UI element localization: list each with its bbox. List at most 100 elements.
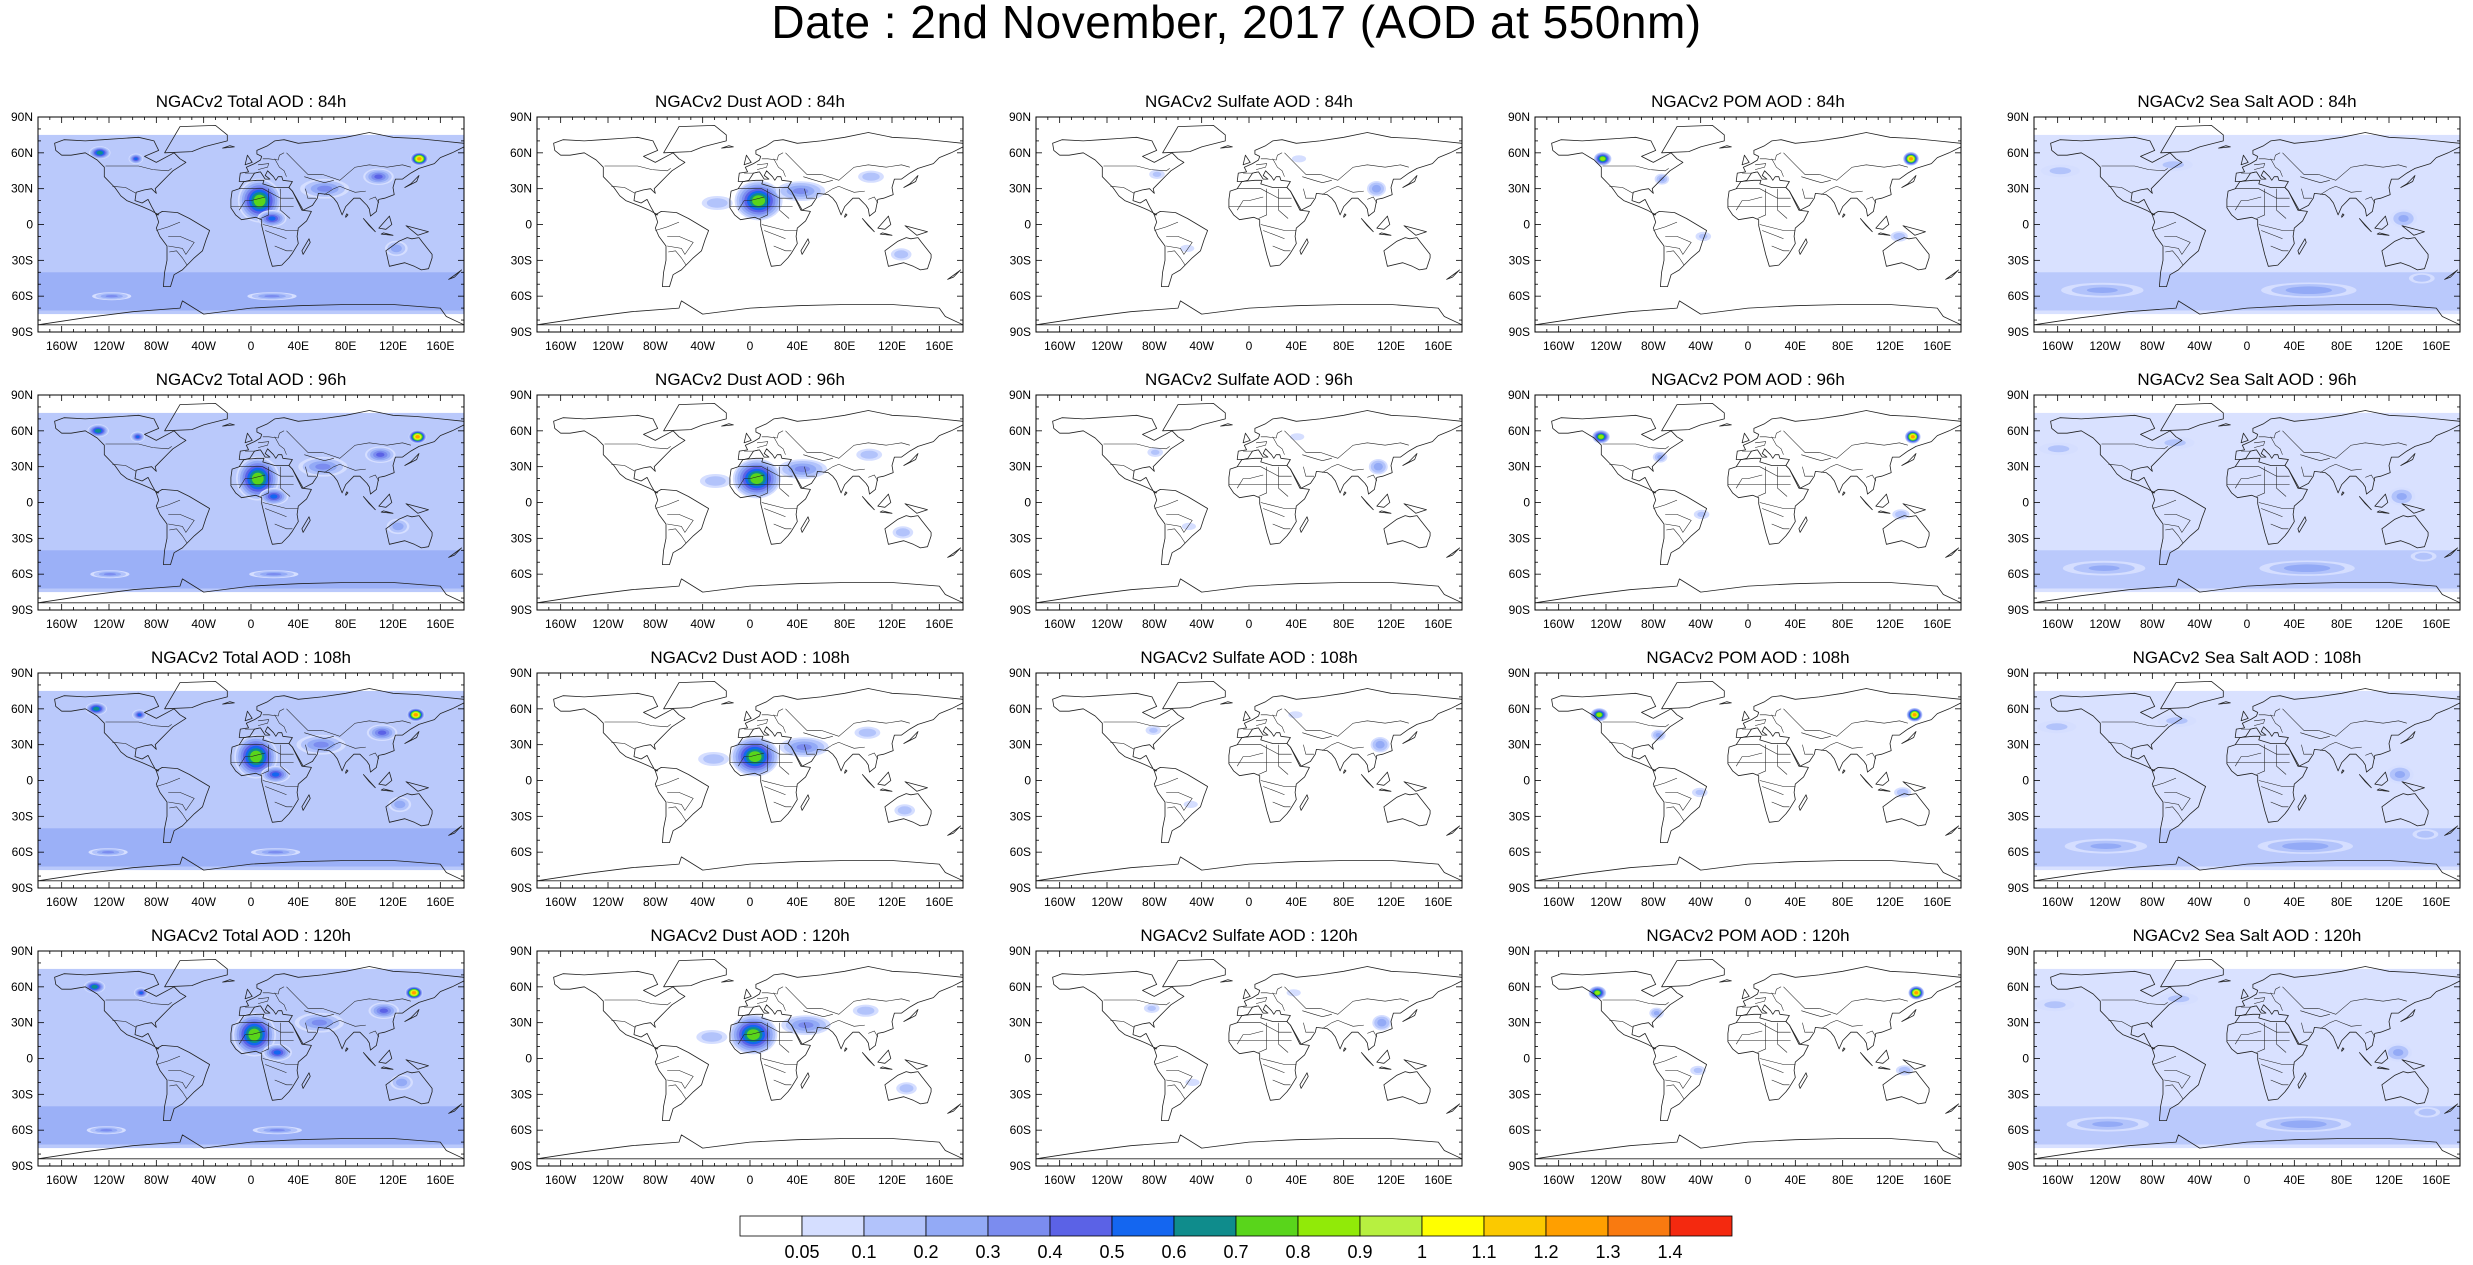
coastline (1153, 1045, 1209, 1122)
map-panel: NGACv2 POM AOD : 96h 90N 60N 30N 0 30S 60S 90S 1… (1508, 370, 1962, 631)
aod-contour (860, 450, 878, 459)
lat-tick-label: 30N (510, 738, 532, 752)
country-border (1802, 466, 1814, 477)
country-border (262, 708, 285, 717)
country-border (2320, 1020, 2362, 1029)
lon-tick-label: 40E (787, 895, 808, 909)
aod-contour (746, 1029, 760, 1040)
coastline (879, 232, 893, 236)
coastline (1036, 1134, 1462, 1160)
aod-contour (311, 1019, 327, 1026)
country-border (1802, 744, 1814, 755)
coastline (1719, 979, 1732, 983)
country-border (2164, 514, 2191, 533)
lon-tick-label: 120E (1377, 1173, 1405, 1187)
coastline (1877, 510, 1891, 514)
country-border (2234, 752, 2262, 767)
country-border (1653, 1055, 1678, 1065)
country-border (2258, 224, 2295, 231)
country-border (1272, 992, 1285, 1011)
country-border (759, 188, 768, 219)
aod-contour (2416, 830, 2435, 838)
lat-tick-label: 30N (1009, 738, 1031, 752)
country-border (2258, 780, 2295, 787)
coastline (1383, 793, 1431, 827)
coastline (448, 825, 463, 836)
coastline (721, 979, 734, 983)
coastline (2034, 1134, 2460, 1160)
coastline (2401, 781, 2425, 792)
lat-tick-label: 90S (511, 881, 532, 895)
country-border (2254, 997, 2266, 1004)
colorbar-swatch (1297, 1215, 1361, 1237)
country-border (1110, 742, 1135, 750)
coastline (721, 701, 734, 705)
lon-tick-label: 120W (1590, 1173, 1622, 1187)
colorbar-swatch (1421, 1215, 1485, 1237)
coastline (54, 414, 187, 494)
coastline (1735, 966, 1961, 1051)
lon-tick-label: 160W (46, 617, 78, 631)
panel-title: NGACv2 Sea Salt AOD : 84h (2137, 92, 2356, 111)
coastline (1902, 1059, 1926, 1070)
aod-contour (2280, 1120, 2327, 1128)
coastline (1727, 179, 1809, 267)
country-border (2164, 792, 2191, 811)
country-border (262, 780, 299, 787)
aod-field (1036, 673, 1462, 888)
country-border (1322, 464, 1364, 473)
coastline (2374, 1049, 2389, 1064)
country-border (1771, 436, 1784, 455)
coastline (1376, 1049, 1391, 1064)
coastline (1343, 213, 1347, 218)
country-border (1258, 188, 1267, 219)
country-border (324, 1020, 366, 1029)
aod-field (1535, 951, 1961, 1166)
country-border (2282, 430, 2407, 459)
country-border (1759, 708, 1782, 717)
lon-tick-label: 0 (1246, 617, 1253, 631)
lon-tick-label: 80E (2331, 1173, 2352, 1187)
country-border (324, 742, 366, 751)
coastline (947, 825, 962, 836)
map-panel: NGACv2 Total AOD : 96h 90N 60N 30N 0 30S 60S 90… (11, 370, 465, 631)
lon-tick-label: 160E (925, 617, 953, 631)
aod-contour (268, 216, 276, 221)
coastline (800, 516, 810, 533)
country-border (2276, 744, 2287, 775)
lon-tick-label: 160E (1424, 1173, 1452, 1187)
country-border (1777, 188, 1788, 219)
country-border (265, 786, 287, 796)
lon-tick-label: 120W (93, 339, 125, 353)
coastline (1242, 988, 1251, 1000)
aod-contour (1595, 991, 1600, 995)
country-border (1801, 1010, 1831, 1017)
coastline (380, 788, 394, 792)
country-border (1735, 1030, 1763, 1045)
map-panel: NGACv2 Sea Salt AOD : 96h 90N 60N 30N 0 30S 60… (2007, 370, 2461, 631)
country-border (2152, 221, 2177, 231)
lon-tick-label: 0 (1745, 895, 1752, 909)
coastline (230, 457, 312, 545)
country-border (2254, 163, 2266, 170)
lat-tick-label: 90N (2007, 944, 2029, 958)
aod-contour (2162, 161, 2184, 169)
lat-tick-label: 0 (26, 218, 33, 232)
country-border (761, 152, 784, 161)
country-border (280, 1022, 291, 1053)
country-border (2234, 196, 2262, 211)
lon-tick-label: 80W (2140, 339, 2165, 353)
lat-tick-label: 90N (11, 388, 33, 402)
map-panel: NGACv2 Total AOD : 108h 90N 60N 30N 0 30S 60S 9… (11, 648, 465, 909)
lat-tick-label: 0 (1523, 774, 1530, 788)
coastline (800, 1072, 810, 1089)
colorbar-label: 0.9 (1347, 1242, 1372, 1260)
coastline (54, 136, 187, 216)
coastline (1052, 692, 1185, 772)
lon-tick-label: 0 (248, 339, 255, 353)
lat-tick-label: 90N (1508, 110, 1530, 124)
map-panel: NGACv2 Sulfate AOD : 120h 90N 60N 30N 0 30S 60… (1009, 926, 1463, 1187)
country-border (761, 224, 798, 231)
country-border (773, 1079, 792, 1086)
